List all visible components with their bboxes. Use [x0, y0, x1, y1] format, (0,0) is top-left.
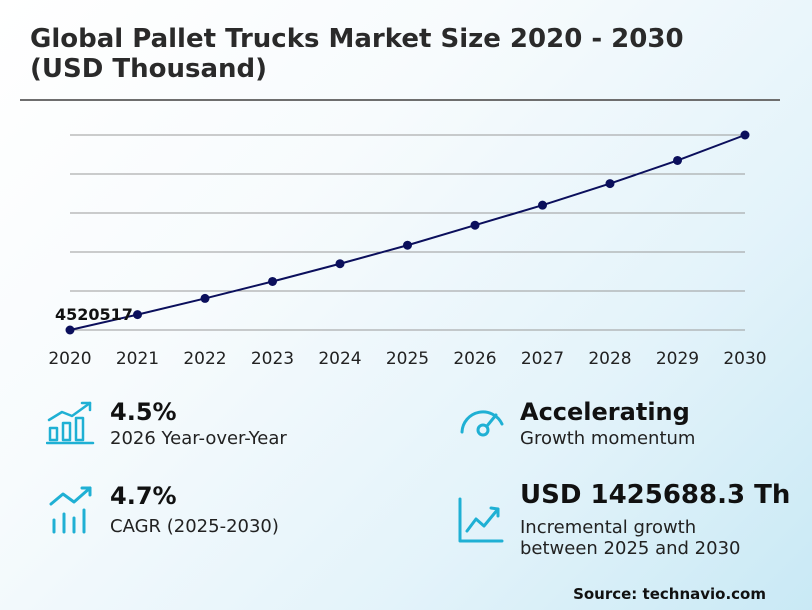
- first-value-label: 4520517: [55, 305, 133, 324]
- data-point-2022: [200, 293, 210, 303]
- speedometer-icon: [460, 410, 504, 437]
- data-point-2028: [605, 179, 615, 189]
- data-point-2026: [470, 220, 480, 230]
- data-point-2029: [673, 155, 682, 165]
- kpi-incremental-desc-line-1: Incremental growth: [520, 517, 697, 538]
- x-tick-2022: 2022: [183, 349, 226, 369]
- x-tick-2023: 2023: [251, 349, 294, 369]
- x-tick-2027: 2027: [521, 349, 564, 369]
- x-tick-2020: 2020: [48, 349, 91, 369]
- x-tick-2029: 2029: [656, 349, 699, 369]
- kpi-cagr-desc: CAGR (2025-2030): [110, 516, 279, 537]
- grid-lines: [70, 134, 745, 331]
- kpi-cagr-value: 4.7%: [110, 482, 177, 510]
- source-note: Source: technavio.com: [573, 585, 766, 603]
- x-tick-2025: 2025: [386, 349, 429, 369]
- kpi-incremental-desc-line-2: between 2025 and 2030: [520, 538, 741, 559]
- data-point-2030: [740, 130, 750, 140]
- title-line-1: Global Pallet Trucks Market Size 2020 - …: [30, 24, 684, 54]
- kpi-incremental-desc: Incremental growth between 2025 and 2030: [520, 517, 740, 559]
- kpi-momentum-value: Accelerating: [520, 398, 690, 426]
- data-points: [65, 130, 750, 335]
- kpi-incremental-value: USD 1425688.3 Th: [520, 480, 791, 510]
- growth-bars-icon: [49, 486, 92, 534]
- x-tick-labels: 2020 2021 2022 2023 2024 2025 2026 2027 2028 2029…: [48, 349, 766, 369]
- x-tick-2021: 2021: [116, 349, 159, 369]
- kpi-momentum-desc: Growth momentum: [520, 428, 696, 449]
- title-divider: [20, 99, 780, 101]
- x-tick-2024: 2024: [318, 349, 361, 369]
- data-point-2025: [403, 240, 412, 250]
- x-tick-2030: 2030: [723, 349, 766, 369]
- data-point-2024: [335, 259, 345, 269]
- title-line-2: (USD Thousand): [30, 54, 267, 84]
- data-point-2027: [538, 200, 547, 210]
- bar-chart-up-icon: [46, 401, 95, 445]
- kpi-yoy-value: 4.5%: [110, 398, 177, 426]
- data-point-2023: [268, 276, 277, 286]
- line-chart: 2020 2021 2022 2023 2024 2025 2026 2027 2028 2029…: [48, 130, 767, 369]
- x-tick-2026: 2026: [453, 349, 496, 369]
- data-point-2020: [65, 325, 75, 335]
- series-line: [69, 134, 746, 331]
- data-point-2021: [133, 310, 142, 320]
- x-tick-2028: 2028: [588, 349, 631, 369]
- chart-title: Global Pallet Trucks Market Size 2020 - …: [30, 24, 684, 84]
- kpi-yoy-desc: 2026 Year-over-Year: [110, 428, 287, 449]
- trend-chart-icon: [458, 497, 504, 543]
